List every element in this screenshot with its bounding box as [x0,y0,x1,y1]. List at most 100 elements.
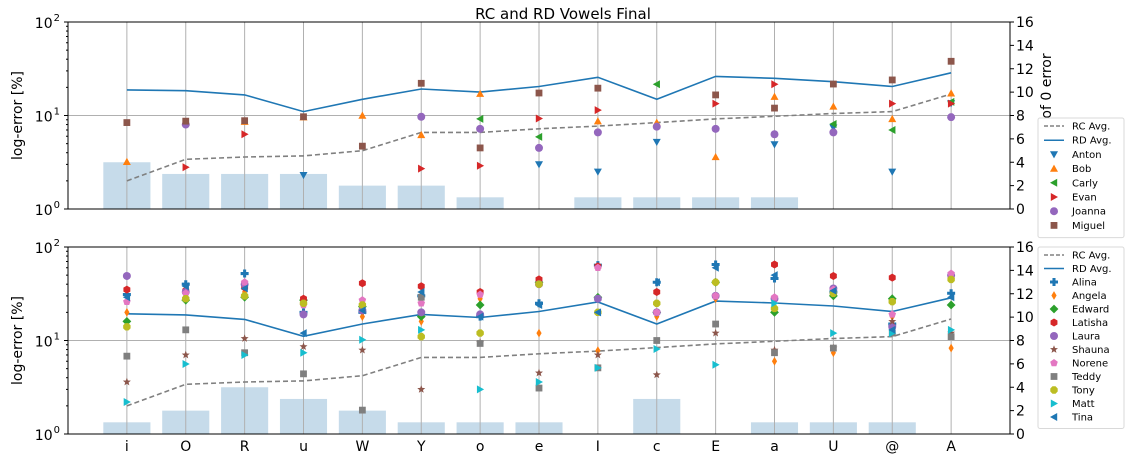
data-point-bob [947,89,956,97]
data-point-tina [829,286,837,295]
data-point-latisha [771,260,778,269]
right-tick-label: 2 [1016,404,1025,420]
data-point-norene [476,290,484,298]
legend-marker-carly [1050,178,1058,187]
legend-marker-joanna [1050,207,1058,216]
data-point-teddy [358,406,366,414]
data-point-matt [359,335,367,344]
legend-marker-evan [1050,193,1058,201]
legend: RC Avg. RD Avg. Anton Bob Carly Evan Joanna Mig… [1037,117,1125,239]
legend-label: Tony [1071,386,1095,397]
legend-label: Norene [1072,359,1108,370]
data-point-miguel [829,80,837,88]
right-tick-label: 6 [1016,132,1025,148]
data-point-tina [711,263,719,272]
data-point-matt [712,360,720,369]
legend-label: Laura [1072,332,1100,343]
data-point-matt [241,350,249,359]
data-point-shauna [888,317,897,325]
left-tick-label: 101 [35,107,60,126]
data-point-shauna [240,334,249,342]
right-tick-label: 10 [1016,310,1034,326]
data-point-laura [593,294,602,303]
legend-label: Matt [1072,399,1095,410]
left-axis-label: log-error [%] [10,296,26,385]
data-point-anton [535,161,543,169]
data-point-carly [652,80,660,89]
data-point-miguel [712,91,720,99]
data-point-joanna [593,128,602,137]
legend-marker-edward [1049,304,1059,314]
data-point-evan [889,99,897,108]
data-point-angela [948,343,954,353]
data-point-miguel [182,117,190,125]
data-point-miguel [476,144,484,152]
data-point-matt [476,385,485,394]
data-point-tony [888,297,896,306]
right-tick-label: 12 [1016,287,1034,303]
data-point-matt [535,377,543,386]
data-point-miguel [300,113,307,121]
legend-marker-laura [1050,332,1058,340]
data-point-shauna [181,350,190,359]
right-tick-label: 14 [1016,263,1034,279]
data-point-matt [653,345,661,354]
x-tick-label: e [535,439,544,454]
data-point-latisha [829,271,837,280]
data-point-tony [770,304,779,313]
data-point-teddy [535,384,543,392]
data-point-shauna [711,328,720,337]
legend-marker-tina [1050,413,1058,421]
data-point-norene [770,293,779,301]
data-point-matt [123,397,131,406]
data-point-tina [181,282,189,291]
data-point-angela [124,307,130,317]
x-tick-label: W [355,439,369,454]
data-point-joanna [711,124,720,133]
data-point-anton [299,171,308,180]
data-point-tina [122,293,131,302]
data-point-alina [770,274,779,283]
data-point-joanna [476,124,485,133]
data-point-matt [947,325,956,334]
data-point-evan [476,161,485,170]
legend-label: Latisha [1072,318,1108,329]
data-point-bob [122,157,131,165]
data-point-miguel [358,142,366,150]
data-point-miguel [123,119,131,126]
x-tick-label: I [596,439,600,454]
legend-label: Alina [1072,278,1097,289]
data-point-tina [358,306,366,315]
right-tick-label: 14 [1016,38,1034,54]
x-tick-label: U [828,439,838,454]
legend-label: Teddy [1071,372,1101,383]
data-point-joanna [770,130,779,139]
data-point-tony [476,329,484,337]
data-point-anton [593,168,602,176]
data-point-tony [947,275,955,284]
figure-title: RC and RD Vowels Final [475,5,651,23]
right-tick-label: 0 [1016,202,1025,218]
legend-marker-matt [1050,399,1058,408]
right-tick-label: 12 [1016,62,1034,78]
data-point-latisha [123,285,131,294]
data-point-carly [888,125,896,134]
legend-marker-miguel [1050,222,1058,229]
data-point-matt [300,348,308,357]
data-point-teddy [476,340,484,347]
data-point-norene [240,278,249,286]
data-point-teddy [653,337,661,344]
data-point-tina [888,325,896,334]
left-tick-label: 102 [35,13,60,32]
data-point-angela [477,294,483,304]
legend-label: Edward [1072,305,1109,316]
legend-label: Joanna [1071,207,1106,218]
rd-avg-line [126,297,952,338]
data-point-tina [652,278,660,287]
data-point-bob [770,92,779,100]
right-tick-label: 4 [1016,155,1025,171]
legend-label: Shauna [1072,345,1110,356]
data-point-matt [182,360,190,369]
data-point-tony [417,332,425,341]
